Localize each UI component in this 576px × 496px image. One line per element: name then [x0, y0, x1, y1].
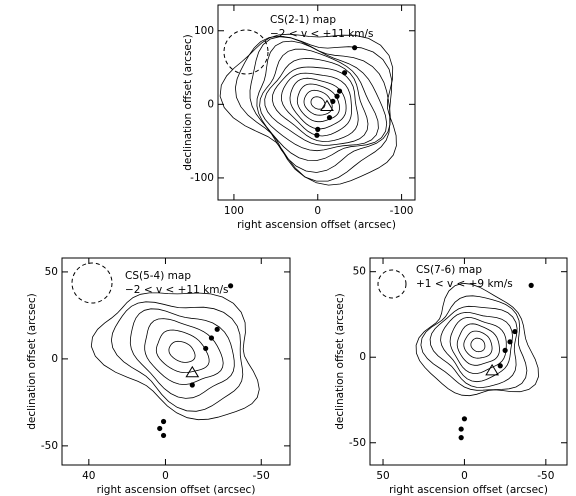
y-tick-label: -50 — [349, 437, 366, 449]
contour — [420, 295, 528, 391]
beam — [223, 29, 269, 75]
beam — [377, 269, 407, 299]
y-tick-label: 100 — [194, 25, 214, 37]
x-tick-label: -50 — [253, 470, 270, 482]
point — [160, 432, 167, 439]
contour — [90, 292, 260, 421]
contour — [463, 330, 493, 359]
point — [458, 426, 464, 432]
contour — [129, 308, 235, 399]
point — [157, 425, 163, 432]
x-tick-label: 0 — [162, 470, 169, 482]
contour — [264, 57, 369, 146]
annotation: −2 < v < +11 km/s — [270, 28, 373, 40]
x-tick-label: -100 — [390, 205, 414, 217]
point — [334, 93, 340, 99]
annotation: CS(5-4) map — [125, 270, 191, 282]
y-tick-label: 0 — [207, 98, 214, 110]
point — [214, 326, 220, 332]
x-tick-label: 0 — [461, 470, 468, 482]
y-tick-label: -50 — [41, 440, 58, 452]
panel: 100 0 -100 -100 0 100 right ascension offset (… — [182, 4, 416, 231]
point — [461, 416, 468, 422]
point — [315, 126, 321, 132]
point — [326, 114, 333, 121]
point — [189, 382, 195, 388]
contour — [249, 36, 391, 173]
frame — [61, 257, 291, 466]
x-tick-label: 40 — [82, 470, 95, 482]
point — [330, 98, 336, 104]
x-tick-label: 100 — [224, 205, 244, 217]
contour — [271, 66, 359, 142]
point — [458, 435, 464, 441]
point — [203, 345, 209, 352]
point — [208, 335, 215, 341]
point — [336, 88, 343, 94]
x-tick-label: 50 — [376, 470, 389, 482]
frame — [217, 4, 416, 201]
triangle-marker — [485, 363, 499, 376]
contour — [456, 323, 500, 366]
contour — [429, 305, 518, 388]
point — [502, 347, 508, 353]
point — [341, 70, 348, 76]
point — [314, 132, 320, 138]
annotation: −2 < v < +11 km/s — [125, 284, 228, 296]
panel: 40 0 -50 -50 0 50 right ascension offset (arcs… — [26, 257, 291, 496]
contour — [303, 89, 333, 116]
x-tick-label: -50 — [537, 470, 554, 482]
contour — [110, 301, 244, 412]
contour — [280, 72, 352, 137]
annotation: CS(7-6) map — [416, 264, 482, 276]
contour — [234, 35, 393, 182]
point — [507, 339, 513, 345]
contour — [449, 316, 507, 374]
point — [528, 282, 534, 288]
contour — [259, 48, 379, 152]
annotation: CS(2-1) map — [270, 14, 336, 26]
y-axis-label: declination offset (arcsec) — [182, 34, 194, 171]
x-axis-label: right ascension offset (arcsec) — [237, 219, 396, 231]
x-axis-label: right ascension offset (arcsec) — [97, 484, 256, 496]
x-tick-label: 0 — [314, 205, 321, 217]
y-tick-label: 50 — [45, 266, 58, 278]
annotation: +1 < v < +9 km/s — [416, 278, 513, 290]
point — [497, 363, 503, 369]
y-tick-label: 0 — [359, 351, 366, 363]
contour — [415, 282, 539, 397]
y-tick-label: -100 — [190, 172, 214, 184]
contour — [256, 40, 388, 161]
point — [228, 283, 234, 289]
point — [352, 45, 358, 51]
beam — [71, 262, 113, 304]
y-axis-label: declination offset (arcsec) — [334, 293, 346, 430]
contour — [168, 340, 196, 363]
contour — [289, 77, 347, 130]
contour — [219, 33, 397, 186]
point — [512, 328, 518, 335]
triangle-marker — [320, 99, 334, 112]
x-axis-label: right ascension offset (arcsec) — [389, 484, 548, 496]
contour — [440, 311, 513, 383]
contour — [310, 96, 326, 110]
contour — [155, 329, 210, 374]
point — [160, 418, 167, 425]
y-tick-label: 0 — [51, 353, 58, 365]
frame — [369, 257, 568, 466]
y-tick-label: 50 — [353, 266, 366, 278]
contour — [470, 337, 486, 353]
y-axis-label: declination offset (arcsec) — [26, 293, 38, 430]
triangle-marker — [185, 365, 200, 378]
